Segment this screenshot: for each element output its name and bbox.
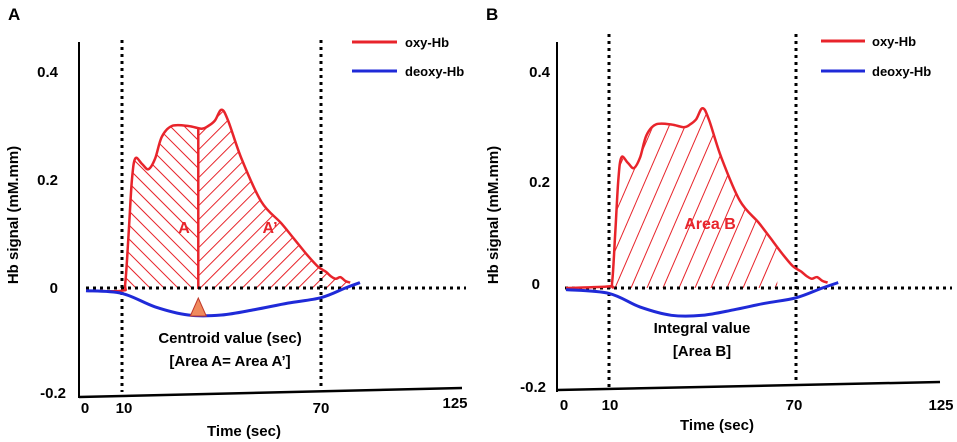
hatch-line (742, 108, 778, 288)
area-hatch-b (609, 108, 778, 288)
legend-label-deoxy: deoxy-Hb (872, 64, 931, 79)
hatch-line (179, 109, 199, 289)
hatch-line (255, 109, 351, 289)
hatch-line (198, 109, 213, 289)
hatch-line (325, 109, 351, 289)
area-label-b: Area B (684, 216, 736, 233)
y-tick-label: 0.2 (529, 174, 550, 191)
hatch-line (151, 109, 199, 289)
panel-letter-b: B (486, 5, 498, 24)
hatch-line (758, 108, 778, 288)
legend-label-deoxy: deoxy-Hb (405, 64, 464, 79)
x-tick-label: 10 (116, 400, 133, 417)
hatch-line (213, 109, 351, 289)
y-tick-label: 0 (50, 280, 58, 297)
y-tick-label: -0.2 (40, 385, 66, 402)
hatch-line (550, 80, 758, 288)
x-tick-label: 10 (602, 397, 619, 414)
y-axis-label: Hb signal (mM.mm) (5, 146, 22, 284)
deoxy-hb-line (85, 281, 361, 318)
centroid-caption-sub: [Area A= Area A’] (169, 353, 290, 370)
x-axis-label: Time (sec) (207, 423, 281, 440)
y-tick-label: 0.4 (37, 64, 59, 81)
x-tick-label: 125 (928, 397, 953, 414)
oxy-hb-line (565, 106, 829, 290)
x-tick-label: 70 (786, 397, 803, 414)
x-axis (78, 386, 463, 399)
hatch-line (227, 109, 351, 289)
hatch-line (137, 109, 199, 289)
hatch-line (122, 109, 199, 289)
hatch-line (297, 109, 351, 289)
y-tick-label: 0 (532, 276, 540, 293)
hatch-line (122, 109, 199, 289)
y-tick-label: 0.2 (37, 172, 58, 189)
hatch-line (122, 109, 179, 289)
hatch-line (198, 109, 241, 289)
x-axis-label: Time (sec) (680, 417, 754, 434)
hatch-line (198, 109, 351, 289)
hatch-line (241, 109, 351, 289)
hatch-line (122, 109, 199, 289)
y-tick-label: 0.4 (529, 64, 551, 81)
hatch-line (283, 109, 351, 289)
integral-caption-sub: [Area B] (673, 343, 731, 360)
hatch-line (199, 109, 351, 289)
hatch-line (122, 109, 165, 289)
hatch-line (198, 109, 269, 289)
hatch-line (339, 109, 351, 289)
hatch-line (536, 80, 744, 288)
hatch-line (122, 109, 199, 289)
panel-letter-a: A (8, 5, 20, 24)
hatch-line (122, 109, 199, 289)
x-tick-label: 70 (313, 400, 330, 417)
y-axis-label: Hb signal (mM.mm) (485, 146, 502, 284)
hatch-line (269, 109, 351, 289)
centroid-caption: Centroid value (sec) (158, 330, 301, 347)
x-axis (556, 380, 941, 392)
hatch-line (198, 109, 199, 289)
legend-label-oxy: oxy-Hb (405, 35, 449, 50)
x-tick-label: 0 (81, 400, 89, 417)
integral-caption: Integral value (654, 320, 751, 337)
panel-b: B 0.4 0.2 0 -0.2 0 10 70 125 Time (sec) … (485, 5, 954, 434)
legend-label-oxy: oxy-Hb (872, 34, 916, 49)
hatch-line (494, 80, 702, 288)
hatch-line (480, 80, 688, 288)
hatch-line (410, 80, 618, 288)
hatch-left (122, 109, 199, 289)
area-label-a: A (178, 220, 190, 237)
hatch-line (122, 109, 193, 289)
oxy-hb-line (85, 108, 351, 293)
hatch-line (774, 108, 778, 288)
hatch-line (198, 109, 351, 289)
y-tick-label: -0.2 (520, 379, 546, 396)
x-tick-label: 0 (560, 397, 568, 414)
centroid-marker (189, 296, 208, 317)
area-label-a-prime: A’ (262, 220, 277, 237)
hatch-line (198, 109, 297, 289)
hatch-line (122, 109, 199, 289)
deoxy-hb-line (565, 281, 839, 318)
x-tick-label: 125 (442, 395, 467, 412)
panel-a: A 0.4 0.2 0 -0.2 0 10 70 125 Time (sec) … (5, 5, 758, 440)
hatch-line (198, 109, 255, 289)
